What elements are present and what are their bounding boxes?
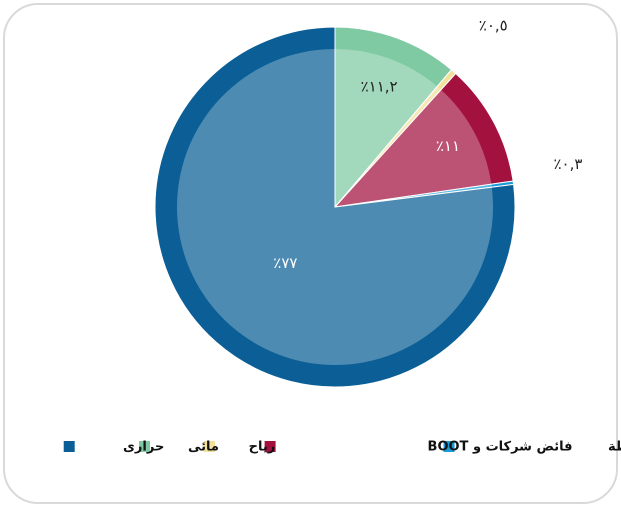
data-label: ٪٧٧ — [273, 254, 297, 272]
pie-slice-inner — [335, 49, 438, 207]
legend-swatch — [203, 441, 215, 452]
data-label: ٪١١ — [436, 137, 460, 155]
legend-swatch — [443, 441, 455, 452]
legend-label: المحطات الغير مربوطة — [608, 440, 621, 455]
legend-label: حرارى — [123, 440, 164, 455]
pie-slice — [154, 26, 516, 388]
pie-slice — [334, 26, 453, 209]
data-label: ٪٠,٥ — [479, 16, 508, 34]
legend-swatch — [264, 441, 276, 452]
pie-slice-inner — [176, 49, 493, 366]
legend-swatch — [139, 441, 151, 452]
pie-slice-inner — [335, 184, 492, 207]
legend-label: مائى — [188, 440, 219, 455]
legend-label: رياح — [249, 440, 276, 455]
legend-swatch — [63, 441, 75, 452]
legend-label: فائض شركات و BOOT — [428, 440, 573, 455]
pie-slice — [333, 72, 514, 208]
data-label: ٪١١,٢ — [361, 77, 398, 95]
data-label: ٪٠,٣ — [553, 155, 582, 173]
pie-slice-inner — [335, 86, 441, 207]
pie-slice-inner — [335, 89, 492, 207]
